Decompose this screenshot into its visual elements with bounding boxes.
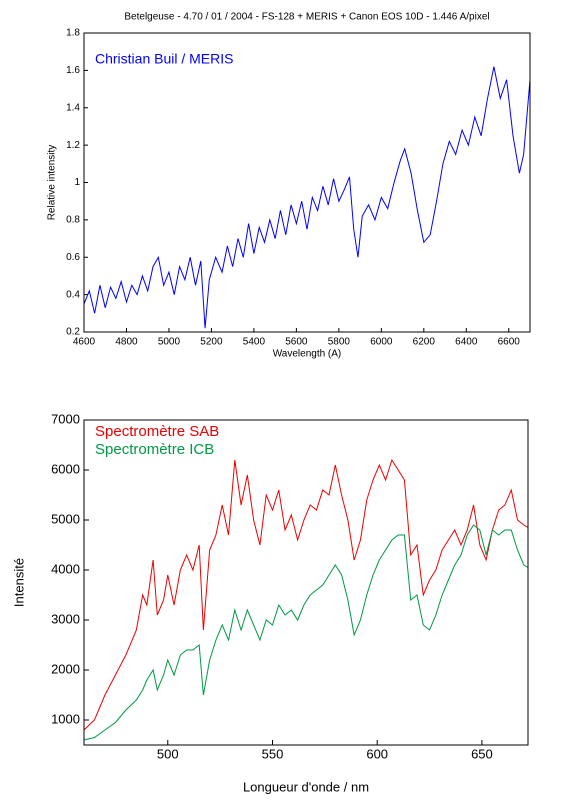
y-tick-label: 1.2	[66, 140, 80, 151]
y-tick-label: 1	[74, 177, 80, 188]
x-axis-label: Wavelength (A)	[273, 349, 342, 360]
y-tick-label: 5000	[51, 511, 80, 526]
x-tick-label: 4800	[115, 337, 138, 348]
y-tick-label: 4000	[51, 561, 80, 576]
chart: Betelgeuse - 4.70 / 01 / 2004 - FS-128 +…	[47, 12, 531, 360]
chart-title: Betelgeuse - 4.70 / 01 / 2004 - FS-128 +…	[124, 12, 489, 23]
y-tick-label: 7000	[51, 411, 80, 426]
x-tick-label: 550	[262, 746, 284, 761]
legend-entry: Christian Buil / MERIS	[95, 51, 233, 67]
y-tick-label: 0.6	[66, 252, 80, 263]
x-tick-label: 6600	[498, 337, 521, 348]
x-tick-label: 5200	[200, 337, 223, 348]
y-tick-label: 1.6	[66, 65, 80, 76]
y-tick-label: 1.4	[66, 102, 80, 113]
legend-entry: Spectromètre SAB	[95, 423, 219, 440]
y-tick-label: 1000	[51, 711, 80, 726]
y-tick-label: 1.8	[66, 28, 80, 39]
y-tick-label: 6000	[51, 461, 80, 476]
y-axis-label: Intensité	[11, 558, 26, 607]
x-tick-label: 5800	[328, 337, 351, 348]
x-tick-label: 6200	[413, 337, 436, 348]
y-tick-label: 2000	[51, 661, 80, 676]
x-tick-label: 6000	[370, 337, 393, 348]
x-tick-label: 500	[157, 746, 179, 761]
x-tick-label: 5000	[158, 337, 181, 348]
chart: 500 550 600 650 1000 2000 3000 4000 5000 6000 7000…	[11, 411, 529, 794]
x-tick-label: 6400	[455, 337, 478, 348]
plot-frame	[83, 419, 529, 746]
x-tick-label: 650	[471, 746, 493, 761]
x-tick-label: 600	[366, 746, 388, 761]
y-axis-label: Relative intensity	[47, 145, 58, 221]
legend-entry: Spectromètre ICB	[95, 441, 214, 458]
x-tick-label: 5400	[243, 337, 266, 348]
x-axis-label: Longueur d'onde / nm	[243, 779, 369, 794]
y-tick-label: 0.8	[66, 215, 80, 226]
data-line	[83, 524, 529, 741]
plot-frame	[83, 32, 531, 333]
x-tick-label: 4600	[73, 337, 96, 348]
data-line	[83, 66, 531, 329]
y-tick-label: 3000	[51, 611, 80, 626]
y-tick-label: 0.4	[66, 289, 80, 300]
x-tick-label: 5600	[285, 337, 308, 348]
data-line	[83, 458, 529, 731]
y-tick-label: 0.2	[66, 327, 80, 338]
